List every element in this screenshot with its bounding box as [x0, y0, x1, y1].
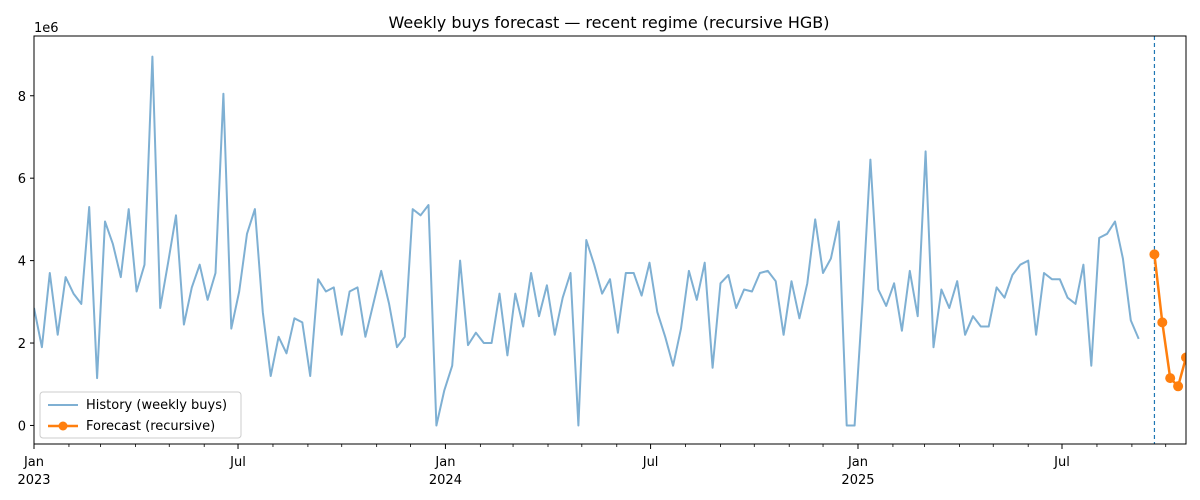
legend-frame — [39, 391, 242, 439]
series-layer — [34, 36, 1186, 444]
x-tick-label: Jul — [642, 455, 659, 470]
x-tick-label: Jul — [1053, 455, 1070, 470]
legend: History (weekly buys) Forecast (recursiv… — [39, 391, 242, 439]
plot-area — [34, 36, 1186, 444]
legend-forecast-marker — [58, 421, 68, 431]
x-tick-label: Jan — [23, 455, 44, 470]
y-tick-label: 2 — [18, 337, 26, 352]
y-tick-label: 0 — [18, 419, 26, 434]
axes-layer: 0 2 4 6 8 Jan 2023 Jul Jan 2024 Jul Jan 2025 Jul — [17, 35, 1187, 488]
x-tick-label: Jul — [229, 455, 246, 470]
x-tick-label: Jan — [434, 455, 455, 470]
x-tick-year-label: 2024 — [429, 473, 462, 488]
legend-forecast-label: Forecast (recursive) — [86, 419, 215, 434]
forecast-point — [1149, 249, 1160, 260]
forecast-point — [1157, 317, 1168, 328]
forecast-point — [1181, 352, 1186, 363]
y-tick-label: 6 — [18, 172, 26, 187]
x-tick-label: Jan — [847, 455, 868, 470]
forecast-point — [1165, 373, 1176, 384]
axes-frame — [33, 35, 1187, 445]
legend-history-label: History (weekly buys) — [86, 398, 227, 413]
y-tick-label: 8 — [18, 90, 26, 105]
forecast-point — [1173, 381, 1184, 392]
y-offset-label: 1e6 — [34, 21, 59, 36]
chart-title: Weekly buys forecast — recent regime (re… — [389, 13, 830, 32]
y-tick-label: 4 — [18, 255, 26, 270]
x-tick-year-label: 2023 — [17, 473, 50, 488]
x-tick-year-label: 2025 — [841, 473, 874, 488]
history-line — [34, 55, 1140, 427]
